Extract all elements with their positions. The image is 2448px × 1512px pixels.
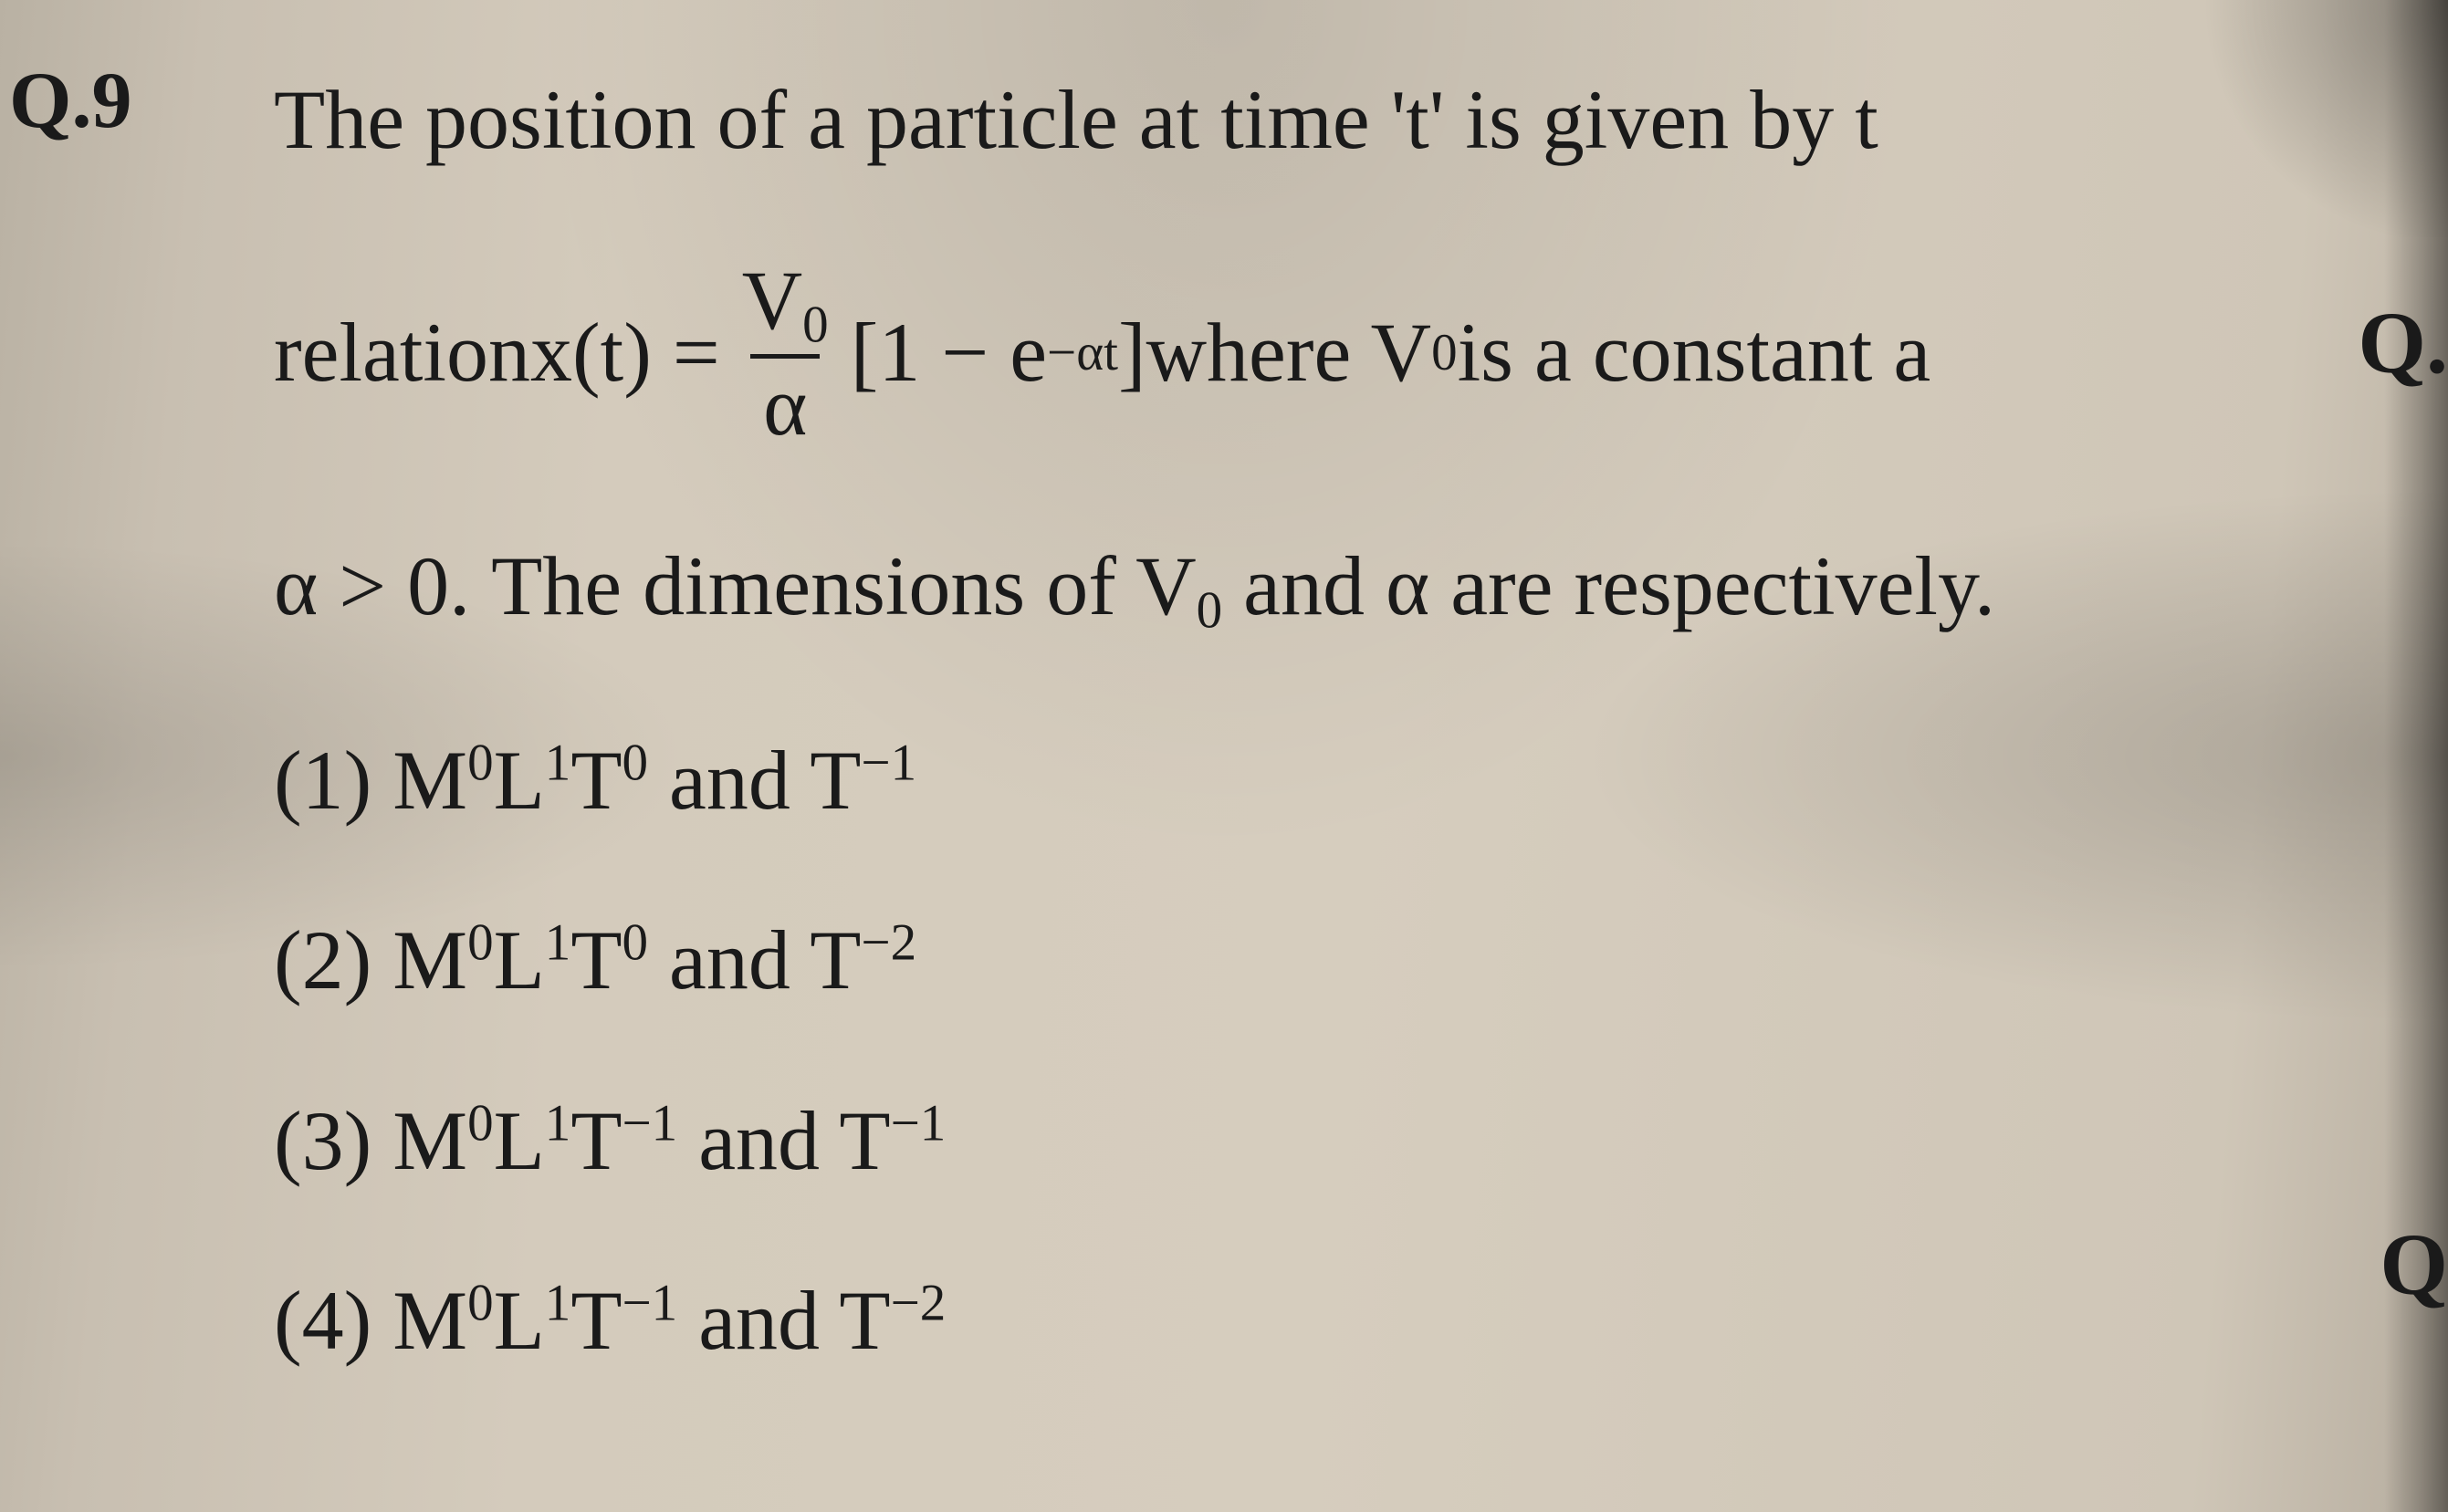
where-text: where V — [1146, 287, 1432, 418]
fraction: V0 α — [729, 258, 842, 448]
sup: 0 — [467, 1094, 494, 1152]
opt-text: and T — [677, 1094, 890, 1187]
option-3: (3) M0L1T−1 and T−1 — [274, 1076, 2411, 1206]
opt-text: T — [570, 734, 622, 827]
sup: −2 — [891, 1275, 947, 1332]
opt-text: L — [494, 913, 545, 1006]
subscript-zero: 0 — [1431, 313, 1458, 393]
opt-text: (1) M — [274, 734, 467, 827]
opt-text: and T — [648, 913, 861, 1006]
question-line-1: The position of a particle at time 't' i… — [274, 55, 2411, 185]
opt-text: L — [494, 1094, 545, 1187]
question-number: Q.9 — [9, 55, 131, 147]
sup: 0 — [622, 914, 649, 972]
sup: −1 — [861, 734, 916, 791]
fraction-denominator: α — [750, 354, 820, 448]
opt-text: (4) M — [274, 1274, 467, 1367]
option-2: (2) M0L1T0 and T−2 — [274, 895, 2411, 1026]
sup: 0 — [467, 1275, 494, 1332]
bracket-close: ] — [1118, 287, 1146, 418]
option-4: (4) M0L1T−1 and T−2 — [274, 1256, 2411, 1386]
question-line-2: relation x(t) = V0 α [1 − e−αt] where V0… — [274, 258, 2411, 448]
exponent-neg-alpha-t: −αt — [1047, 313, 1118, 393]
opt-text: L — [494, 734, 545, 827]
opt-text: T — [570, 1274, 622, 1367]
subscript-zero: 0 — [802, 296, 829, 353]
sup: 1 — [545, 734, 571, 791]
sup: 0 — [467, 914, 494, 972]
fraction-numerator: V0 — [729, 258, 842, 354]
var-V: V — [742, 254, 802, 347]
opt-text: and T — [648, 734, 861, 827]
opt-text: T — [570, 913, 622, 1006]
question-line-3: α > 0. The dimensions of V0 and α are re… — [274, 521, 2411, 652]
sup: 0 — [622, 734, 649, 791]
equation-lhs: x(t) = — [530, 287, 720, 418]
sup: −1 — [891, 1094, 947, 1152]
next-page-q-marker: Q — [2380, 1214, 2448, 1315]
where-tail: is a constant a — [1458, 287, 1931, 418]
bracket-open: [1 − e — [851, 287, 1047, 418]
opt-text: T — [570, 1094, 622, 1187]
next-page-q-marker: Q. — [2358, 292, 2448, 393]
text-span: α > 0. The dimensions of V — [274, 539, 1197, 632]
sup: 1 — [545, 1094, 571, 1152]
sup: −2 — [861, 914, 916, 972]
options-list: (1) M0L1T0 and T−1 (2) M0L1T0 and T−2 (3… — [274, 715, 2411, 1386]
opt-text: and T — [677, 1274, 890, 1367]
sup: −1 — [622, 1094, 678, 1152]
subscript-zero: 0 — [1197, 581, 1223, 639]
sup: 1 — [545, 1275, 571, 1332]
page: Q.9 The position of a particle at time '… — [0, 0, 2448, 1512]
text-span: and α are respectively. — [1222, 539, 1995, 632]
question-body: The position of a particle at time 't' i… — [274, 55, 2411, 1436]
opt-text: (3) M — [274, 1094, 467, 1187]
sup: 1 — [545, 914, 571, 972]
sup: 0 — [467, 734, 494, 791]
sup: −1 — [622, 1275, 678, 1332]
opt-text: (2) M — [274, 913, 467, 1006]
option-1: (1) M0L1T0 and T−1 — [274, 715, 2411, 846]
opt-text: L — [494, 1274, 545, 1367]
text-span: The position of a particle at time 't' i… — [274, 73, 1855, 166]
relation-word: relation — [274, 287, 530, 418]
cutoff-char: t — [1855, 73, 1878, 166]
